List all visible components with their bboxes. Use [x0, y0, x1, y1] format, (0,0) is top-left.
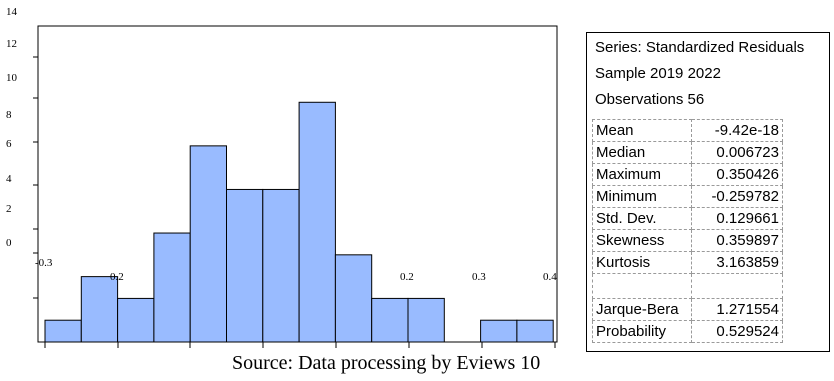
- histogram-bar: [117, 297, 155, 343]
- histogram-bar: [480, 319, 518, 343]
- stat-label: Std. Dev.: [592, 207, 692, 230]
- y-tick-label: 0: [6, 237, 12, 249]
- histogram-bar: [226, 188, 264, 343]
- stat-row: Mean -9.42e-18: [592, 119, 783, 142]
- stat-label: Mean: [592, 119, 692, 142]
- stat-row: Skewness 0.359897: [592, 229, 783, 252]
- histogram-bar: [80, 276, 119, 343]
- stat-label: Median: [592, 141, 692, 164]
- stat-value: 1.271554: [691, 298, 783, 321]
- stat-value: -0.259782: [691, 185, 783, 208]
- x-tick-label: 0.4: [543, 271, 557, 283]
- stat-value: [691, 273, 783, 299]
- series-label: Series: Standardized Residuals: [595, 39, 805, 56]
- stat-label: [592, 273, 692, 299]
- x-tick-label: 0.3: [472, 271, 486, 283]
- stat-row: Std. Dev. 0.129661: [592, 207, 783, 230]
- y-tick-label: 6: [6, 138, 12, 150]
- stat-label: Kurtosis: [592, 251, 692, 274]
- x-tick-label: 0.2: [400, 271, 414, 283]
- histogram-bar: [44, 319, 82, 343]
- stat-row: Maximum 0.350426: [592, 163, 783, 186]
- x-tick-label: -0.3: [35, 257, 53, 269]
- histogram-bar: [334, 254, 373, 343]
- histogram-bar: [298, 101, 336, 343]
- histogram-bar: [407, 297, 445, 343]
- y-tick-label: 14: [6, 6, 18, 18]
- x-tick-label: 0.2: [110, 271, 124, 283]
- stat-row: Minimum -0.259782: [592, 185, 783, 208]
- stat-value: 3.163859: [691, 251, 783, 274]
- stat-value: 0.350426: [691, 163, 783, 186]
- observations-label: Observations 56: [595, 91, 705, 108]
- histogram-bar: [189, 145, 227, 343]
- stat-value: -9.42e-18: [691, 119, 783, 142]
- stat-value: 0.359897: [691, 229, 783, 252]
- y-tick-label: 10: [6, 72, 18, 84]
- stat-label: Jarque-Bera: [592, 298, 692, 321]
- stat-label: Probability: [592, 320, 692, 343]
- histogram-bar: [516, 319, 554, 343]
- stat-row: [592, 273, 783, 299]
- stat-label: Skewness: [592, 229, 692, 252]
- y-tick-label: 2: [6, 203, 12, 215]
- y-tick-label: 12: [6, 38, 17, 50]
- statistics-table: Mean -9.42e-18 Median 0.006723 Maximum 0.3504…: [592, 119, 783, 343]
- histogram-bar: [153, 232, 191, 343]
- sample-label: Sample 2019 2022: [595, 65, 721, 82]
- stat-row: Jarque-Bera 1.271554: [592, 298, 783, 321]
- stat-row: Probability 0.529524: [592, 320, 783, 343]
- statistics-panel: Series: Standardized Residuals Sample 20…: [586, 32, 830, 352]
- y-tick-label: 8: [6, 109, 12, 121]
- source-note: Source: Data processing by Eviews 10: [232, 352, 541, 374]
- y-tick-label: 4: [6, 173, 12, 185]
- histogram-bar: [371, 297, 409, 343]
- stat-value: 0.529524: [691, 320, 783, 343]
- stat-value: 0.129661: [691, 207, 783, 230]
- stat-row: Median 0.006723: [592, 141, 783, 164]
- stat-label: Minimum: [592, 185, 692, 208]
- stat-label: Maximum: [592, 163, 692, 186]
- stat-value: 0.006723: [691, 141, 783, 164]
- stat-row: Kurtosis 3.163859: [592, 251, 783, 274]
- histogram-bar: [262, 188, 300, 343]
